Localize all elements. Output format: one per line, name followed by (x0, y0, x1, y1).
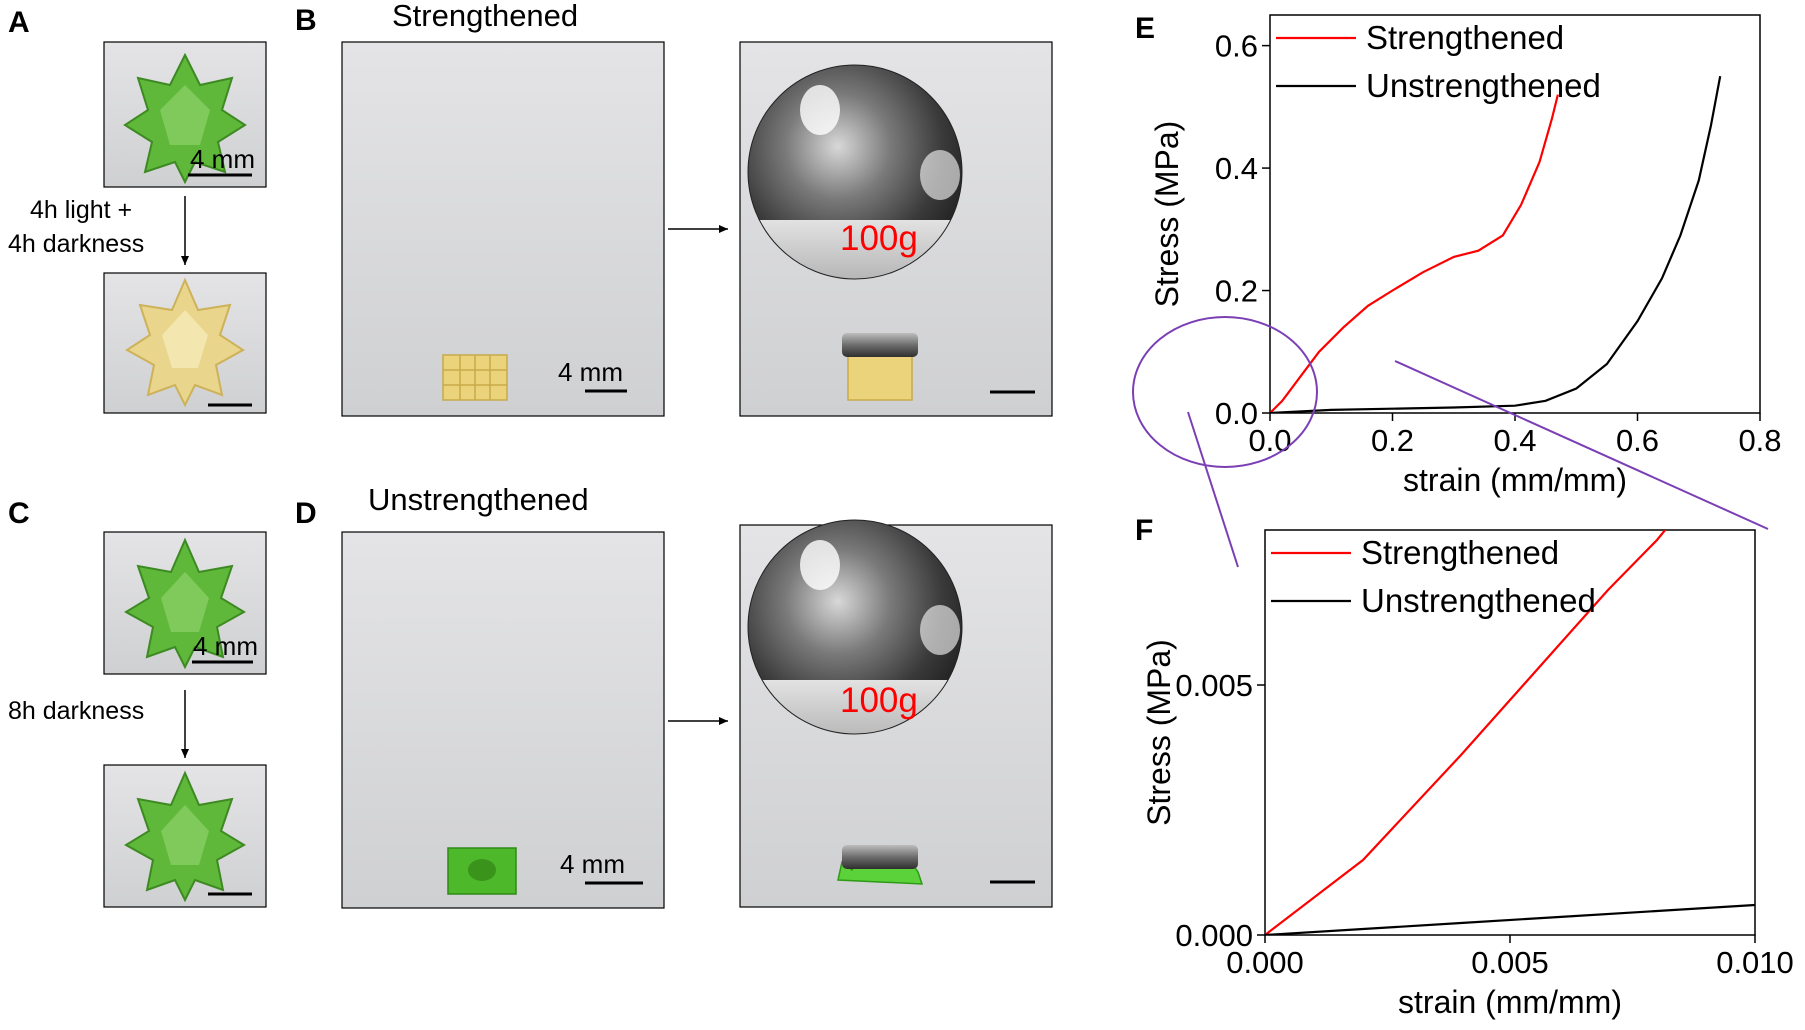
chart-e-x-tick-label: 0.4 (1493, 423, 1536, 458)
chart-f-y-tick-label: 0.005 (1175, 668, 1253, 703)
zoom-connector-left (1187, 411, 1239, 568)
chart-e-series-unstrengthened (1270, 75, 1722, 413)
panel-label-f: F (1135, 514, 1153, 547)
chart-e-x-tick-label: 0.8 (1738, 423, 1781, 458)
sample-photo-green-c2 (103, 764, 267, 908)
chart-f-x-tick-label: 0.000 (1226, 945, 1304, 980)
zoom-indicator (1132, 316, 1769, 568)
zoom-connector-right (1394, 360, 1769, 530)
chart-e-series-strengthened (1270, 94, 1559, 413)
chart-e-x-tick-label: 0.2 (1371, 423, 1414, 458)
photo-b-sample (341, 41, 665, 417)
panel-b-title: Strengthened (392, 0, 578, 33)
chart-e-y-axis-label: Stress (MPa) (1149, 121, 1185, 308)
chart-e-y-tick-label: 0.2 (1215, 274, 1258, 309)
scale-label-d: 4 mm (560, 849, 625, 879)
scale-label-c: 4 mm (193, 631, 258, 661)
chart-f-series-unstrengthened (1265, 903, 1755, 935)
chart-e: 0.0 0.2 0.4 0.6 0.8 0.0 0.2 0.4 0.6 strain (mm/mm… (1149, 14, 1782, 498)
chart-f-legend-label: Unstrengthened (1361, 582, 1596, 619)
photo-d-loaded (739, 519, 1053, 908)
panel-label-d: D (295, 497, 317, 530)
sample-photo-green-before (103, 41, 267, 188)
chart-e-x-tick-label: 0.0 (1248, 423, 1291, 458)
chart-e-y-tick-label: 0.4 (1215, 151, 1258, 186)
panel-label-a: A (8, 6, 30, 39)
chart-f-legend-label: Strengthened (1361, 534, 1559, 571)
chart-e-y-tick-label: 0.0 (1215, 396, 1258, 431)
step-label-a-line1: 4h light + (30, 196, 132, 224)
step-label-c: 8h darkness (8, 697, 144, 725)
chart-e-x-tick-label: 0.6 (1616, 423, 1659, 458)
panel-label-c: C (8, 497, 30, 530)
chart-f-series-strengthened (1265, 530, 1667, 935)
chart-e-legend-label: Unstrengthened (1366, 67, 1601, 104)
weight-label-b: 100g (840, 219, 918, 258)
panel-d-title: Unstrengthened (368, 482, 589, 517)
step-label-a-line2: 4h darkness (8, 230, 144, 258)
chart-f-x-axis-label: strain (mm/mm) (1398, 984, 1622, 1020)
chart-f-y-tick-label: 0.000 (1175, 918, 1253, 953)
chart-f: 0.000 0.005 0.010 0.000 0.005 strain (mm/mm) S… (1141, 529, 1794, 1020)
scale-label-a: 4 mm (190, 144, 255, 174)
sample-photo-yellow-after (103, 272, 267, 414)
scale-label-b: 4 mm (558, 357, 623, 387)
chart-f-y-axis-label: Stress (MPa) (1141, 639, 1177, 826)
weight-label-d: 100g (840, 681, 918, 720)
chart-e-x-axis-label: strain (mm/mm) (1403, 462, 1627, 498)
chart-e-y-tick-label: 0.6 (1215, 29, 1258, 64)
zoom-ellipse (1132, 316, 1318, 468)
sample-photo-green-c1 (103, 531, 267, 675)
photo-b-loaded (739, 41, 1053, 417)
photo-d-sample (341, 531, 665, 909)
chart-e-legend-label: Strengthened (1366, 19, 1564, 56)
panel-label-e: E (1135, 12, 1155, 45)
chart-f-x-tick-label: 0.005 (1471, 945, 1549, 980)
chart-f-x-tick-label: 0.010 (1716, 945, 1794, 980)
panel-label-b: B (295, 4, 317, 37)
